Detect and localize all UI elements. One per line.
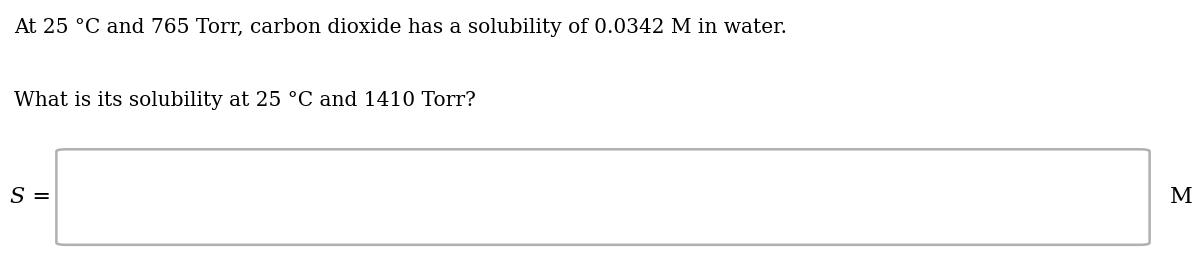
Text: S =: S = <box>10 186 50 208</box>
Text: At 25 °C and 765 Torr, carbon dioxide has a solubility of 0.0342 M in water.: At 25 °C and 765 Torr, carbon dioxide ha… <box>14 18 787 37</box>
Text: What is its solubility at 25 °C and 1410 Torr?: What is its solubility at 25 °C and 1410… <box>14 91 476 110</box>
Text: M: M <box>1170 186 1193 208</box>
